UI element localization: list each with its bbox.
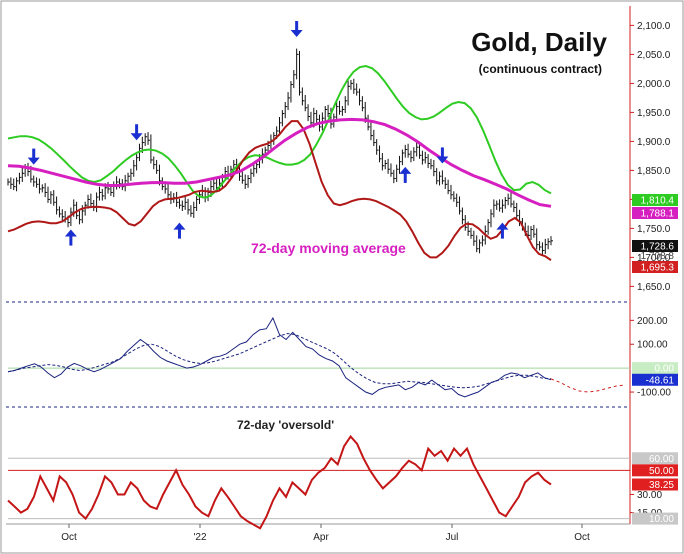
- value-tag-label: 1,728.6: [641, 242, 675, 253]
- value-tags: 1,810.41,788.11,728.61,695.31,708.80.00-…: [632, 194, 678, 525]
- down-arrow-icon: [290, 21, 303, 37]
- x-tick-label: '22: [193, 532, 206, 543]
- arrow-head: [27, 157, 40, 165]
- arrow-head: [496, 222, 509, 230]
- value-tag-label: 1,788.1: [641, 209, 675, 220]
- reference-tag-box: [632, 464, 678, 477]
- up-arrow-icon: [64, 229, 77, 246]
- oscillator-projection-line: [550, 378, 626, 393]
- value-tag-label: 38.25: [649, 480, 674, 491]
- oversold-annotation: 72-day 'oversold': [237, 418, 334, 432]
- moving-average-line: [7, 117, 552, 208]
- up-arrow-icon: [173, 222, 186, 239]
- reference-tag-label: 50.00: [649, 466, 674, 477]
- y-tick-label: 100.00: [637, 340, 668, 351]
- y-tick-label: 30.00: [637, 490, 662, 501]
- arrow-head: [290, 30, 303, 37]
- y-tick-label: 2,100.0: [637, 21, 671, 32]
- reference-tag-label: 10.00: [649, 514, 674, 525]
- y-tick-label: 200.00: [637, 316, 668, 327]
- oversold-line: [7, 434, 552, 530]
- value-tag-box: [632, 261, 678, 273]
- x-tick-label: Apr: [313, 532, 329, 543]
- value-tag-box: [632, 240, 678, 252]
- reference-tag-label: 60.00: [649, 454, 674, 465]
- turn-arrows: [27, 21, 509, 246]
- value-tag-label: 1,695.3: [641, 263, 675, 274]
- lower-band-line: [7, 120, 552, 261]
- arrow-head: [436, 156, 449, 164]
- arrow-head: [399, 166, 412, 174]
- reference-tag-label: 0.00: [655, 364, 675, 375]
- oscillator-average-line: [7, 332, 552, 389]
- arrow-head: [130, 133, 143, 141]
- y-tick-label: 2,050.0: [637, 50, 671, 61]
- y-tick-label: 1,650.0: [637, 282, 671, 293]
- value-tag-label: -48.61: [646, 375, 675, 386]
- x-tick-label: Oct: [574, 532, 590, 543]
- series-lines: [7, 48, 626, 530]
- y-tick-label: 1,750.0: [637, 224, 671, 235]
- y-tick-label: 1,850.0: [637, 166, 671, 177]
- reference-lines: [8, 367, 630, 520]
- up-arrow-icon: [399, 166, 412, 183]
- value-tag-box: [632, 478, 678, 491]
- reference-tag-box: [632, 452, 678, 465]
- x-tick-label: Jul: [446, 532, 459, 543]
- value-tag-label: 1,810.4: [641, 196, 675, 207]
- y-tick-label: 1,900.0: [637, 137, 671, 148]
- arrow-head: [64, 229, 77, 237]
- down-arrow-icon: [27, 148, 40, 165]
- value-tag-box: [632, 373, 678, 386]
- y-tick-label: 2,000.0: [637, 79, 671, 90]
- x-tick-label: Oct: [61, 532, 77, 543]
- value-tag-box: [632, 207, 678, 219]
- chart-title: Gold, Daily: [471, 27, 607, 57]
- chart-subtitle: (continuous contract): [479, 62, 602, 76]
- moving-average-annotation: 72-day moving average: [251, 240, 406, 256]
- y-tick-label: 1,700.0: [637, 253, 671, 264]
- down-arrow-icon: [436, 147, 449, 164]
- reference-tag-box: [632, 362, 678, 375]
- y-tick-label: -100.00: [637, 388, 671, 399]
- reference-tag-box: [632, 512, 678, 525]
- arrow-head: [173, 222, 186, 230]
- oscillator-line: [7, 316, 552, 398]
- upper-band-line: [7, 64, 552, 199]
- value-tag-box: [632, 194, 678, 206]
- up-arrow-icon: [496, 222, 509, 239]
- y-tick-label: 1,950.0: [637, 108, 671, 119]
- down-arrow-icon: [130, 124, 143, 141]
- hidden-tag-label: 1,708.8: [641, 251, 675, 262]
